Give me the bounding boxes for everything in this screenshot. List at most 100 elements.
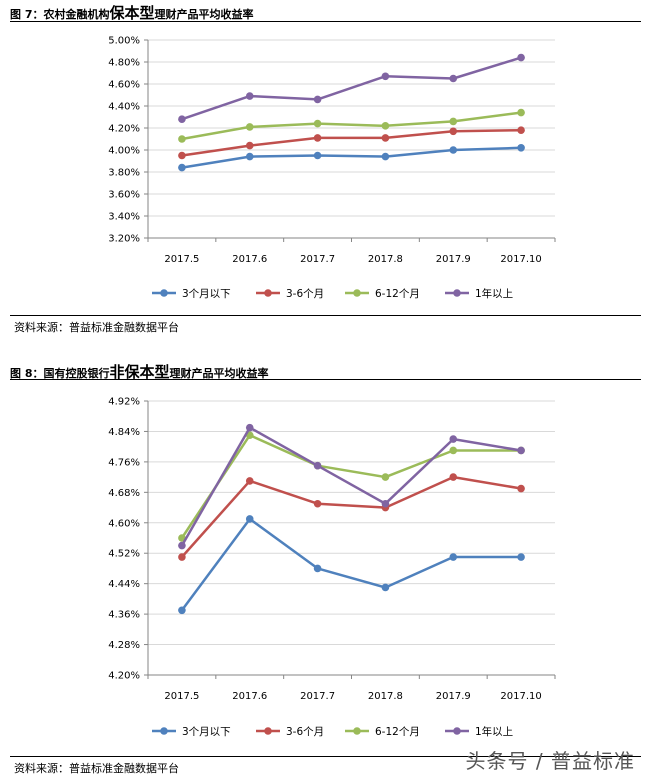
legend-label-3to6: 3-6个月 (286, 288, 324, 300)
y-tick-label: 4.00% (108, 146, 140, 157)
data-point-3m (517, 144, 525, 152)
data-point-3to6 (245, 477, 254, 485)
x-tick-label: 2017.5 (164, 254, 199, 265)
series-line-1y (181, 56, 522, 121)
data-point-3m (313, 564, 322, 573)
y-tick-label: 3.80% (108, 168, 140, 179)
data-point-6to12 (517, 108, 525, 117)
data-point-1y (245, 92, 254, 100)
figure-8-title-emphasis: 非保本型 (109, 363, 170, 381)
x-tick-label: 2017.8 (368, 254, 403, 265)
data-point-6to12 (381, 122, 390, 130)
data-point-3m (381, 583, 390, 592)
y-tick-label: 4.20% (108, 124, 140, 135)
y-tick-label: 3.60% (108, 190, 140, 201)
data-point-6to12 (245, 123, 254, 131)
y-tick-label: 4.80% (108, 58, 140, 69)
figure-7-title-rule (10, 21, 641, 22)
y-tick-label: 3.20% (108, 234, 140, 245)
y-tick-label: 5.00% (108, 36, 140, 47)
data-point-3to6 (178, 151, 186, 160)
y-tick-label: 4.76% (108, 457, 140, 468)
data-point-3to6 (517, 126, 525, 134)
data-point-1y (517, 446, 525, 455)
data-point-3m (245, 515, 254, 523)
data-point-1y (449, 435, 458, 443)
data-point-1y (517, 53, 525, 62)
legend-marker-3to6 (264, 289, 272, 297)
legend-label-1y: 1年以上 (475, 725, 513, 738)
y-tick-label: 4.84% (108, 427, 140, 438)
legend-label-3m: 3个月以下 (182, 726, 231, 738)
series-line-3m (180, 517, 522, 612)
x-tick-label: 2017.6 (232, 254, 267, 265)
data-point-3m (245, 152, 254, 161)
figure-8-title-prefix: 图 8：国有控股银行 (10, 367, 110, 380)
x-tick-label: 2017.5 (164, 691, 199, 702)
y-tick-label: 4.68% (108, 488, 140, 499)
series-line-3to6 (180, 475, 522, 558)
figure-8-title-suffix: 理财产品平均收益率 (169, 367, 269, 380)
data-point-6to12 (449, 117, 458, 126)
y-tick-label: 4.36% (108, 610, 140, 621)
legend-label-6to12: 6-12个月 (375, 288, 420, 300)
data-point-3to6 (178, 553, 186, 561)
y-tick-label: 4.92% (108, 397, 140, 408)
series-line-3m (181, 146, 522, 169)
data-point-1y (449, 74, 458, 83)
legend-marker-6to12 (353, 289, 361, 297)
y-tick-label: 4.60% (108, 80, 140, 91)
chart-fig7: 3.20% 3.40% 3.60% 3.80% 4.00% 4.20% 4.40% 4.60%… (108, 36, 556, 300)
legend-label-1y: 1年以上 (475, 287, 513, 300)
y-tick-label: 4.40% (108, 102, 140, 113)
figure-7-title-suffix: 理财产品平均收益率 (154, 8, 254, 21)
data-point-6to12 (178, 135, 186, 143)
data-point-3to6 (313, 134, 322, 142)
figure-7-title-prefix: 图 7：农村金融机构 (10, 8, 110, 21)
x-tick-label: 2017.9 (436, 254, 471, 265)
data-point-1y (245, 423, 254, 432)
data-point-1y (178, 115, 186, 123)
data-point-3m (313, 151, 322, 160)
data-point-1y (381, 499, 390, 508)
legend-marker-3to6 (264, 727, 272, 735)
x-tick-label: 2017.10 (500, 254, 541, 265)
data-point-3to6 (449, 473, 458, 481)
x-tick-label: 2017.8 (368, 691, 403, 702)
data-point-3m (449, 553, 458, 561)
data-point-1y (178, 541, 186, 550)
x-tick-label: 2017.7 (300, 691, 335, 702)
y-tick-label: 4.20% (108, 671, 140, 682)
data-point-3m (517, 553, 525, 561)
data-point-3to6 (449, 127, 458, 136)
x-tick-label: 2017.9 (436, 691, 471, 702)
data-point-3to6 (313, 499, 322, 508)
legend-marker-3m (160, 289, 168, 297)
data-point-1y (381, 72, 390, 81)
chart-fig8: 4.20% 4.28% 4.36% 4.44% 4.52% 4.60% 4.68% 4.76%… (108, 397, 556, 738)
legend-marker-1y (453, 727, 461, 735)
data-point-3to6 (517, 484, 525, 493)
legend-marker-1y (453, 289, 461, 297)
watermark: 头条号 / 普益标准 (465, 749, 635, 773)
legend-label-3to6: 3-6个月 (286, 726, 324, 738)
x-tick-label: 2017.6 (232, 691, 267, 702)
legend-marker-3m (160, 727, 168, 735)
data-point-3m (449, 146, 458, 154)
data-point-1y (313, 461, 322, 470)
figure-7-title: 图 7：农村金融机构保本型理财产品平均收益率 (10, 2, 254, 23)
data-point-3to6 (381, 134, 390, 142)
data-point-6to12 (449, 446, 458, 455)
figure-7-title-emphasis: 保本型 (109, 4, 155, 22)
figure-7-source: 资料来源：普益标准金融数据平台 (14, 321, 179, 334)
legend-marker-6to12 (353, 727, 361, 735)
x-tick-label: 2017.10 (500, 691, 541, 702)
y-tick-label: 3.40% (108, 212, 140, 223)
data-point-3m (178, 606, 186, 615)
series-line-6to12 (180, 433, 522, 539)
figure-8-source-rule (10, 756, 641, 757)
data-point-3m (178, 163, 186, 172)
series-line-1y (180, 426, 522, 547)
data-point-3to6 (245, 141, 254, 150)
